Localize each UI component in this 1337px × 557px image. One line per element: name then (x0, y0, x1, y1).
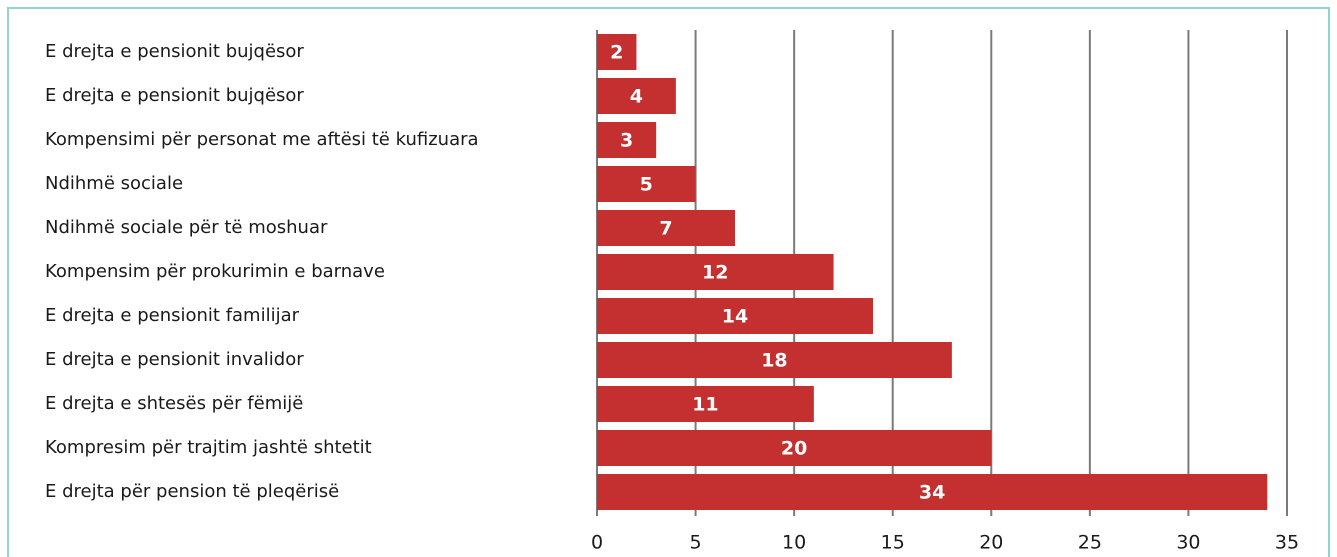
category-label: E drejta e pensionit invalidor (45, 349, 304, 370)
value-label: 12 (702, 262, 728, 284)
category-label: Kompensim për prokurimin e barnave (45, 261, 385, 282)
category-label: E drejta e pensionit bujqësor (45, 41, 304, 62)
bar (597, 474, 1268, 510)
value-label: 3 (620, 130, 633, 152)
value-label: 5 (640, 174, 653, 196)
bar (597, 166, 696, 202)
bar (597, 386, 814, 422)
bar (597, 78, 676, 114)
category-label: E drejta e pensionit familijar (45, 305, 300, 326)
bar (597, 34, 637, 70)
category-label: E drejta e shtesës për fëmijë (45, 393, 303, 414)
category-label: E drejta për pension të pleqërisë (45, 481, 339, 502)
x-tick-label: 5 (690, 532, 702, 554)
category-label: Ndihmë sociale (45, 173, 183, 194)
bar (597, 430, 992, 466)
value-label: 34 (919, 482, 945, 504)
value-label: 2 (610, 42, 623, 64)
category-label: Ndihmë sociale për të moshuar (45, 217, 328, 238)
category-label: Kompresim për trajtim jashtë shtetit (45, 437, 372, 458)
x-tick-label: 35 (1275, 532, 1299, 554)
bar (597, 122, 657, 158)
x-tick-label: 20 (979, 532, 1003, 554)
value-label: 11 (692, 394, 718, 416)
x-tick-label: 0 (591, 532, 603, 554)
category-label: Kompensimi për personat me aftësi të kuf… (45, 129, 479, 150)
value-label: 20 (781, 438, 807, 460)
bar (597, 298, 873, 334)
bar (597, 210, 735, 246)
x-tick-label: 15 (881, 532, 905, 554)
bar (597, 342, 952, 378)
value-label: 7 (659, 218, 672, 240)
bar (597, 254, 834, 290)
value-label: 4 (630, 86, 643, 108)
frame (7, 7, 1330, 557)
x-tick-label: 10 (782, 532, 806, 554)
x-tick-label: 25 (1078, 532, 1102, 554)
value-label: 18 (761, 350, 787, 372)
value-label: 14 (722, 306, 748, 328)
x-tick-label: 30 (1176, 532, 1200, 554)
category-label: E drejta e pensionit bujqësor (45, 85, 304, 106)
